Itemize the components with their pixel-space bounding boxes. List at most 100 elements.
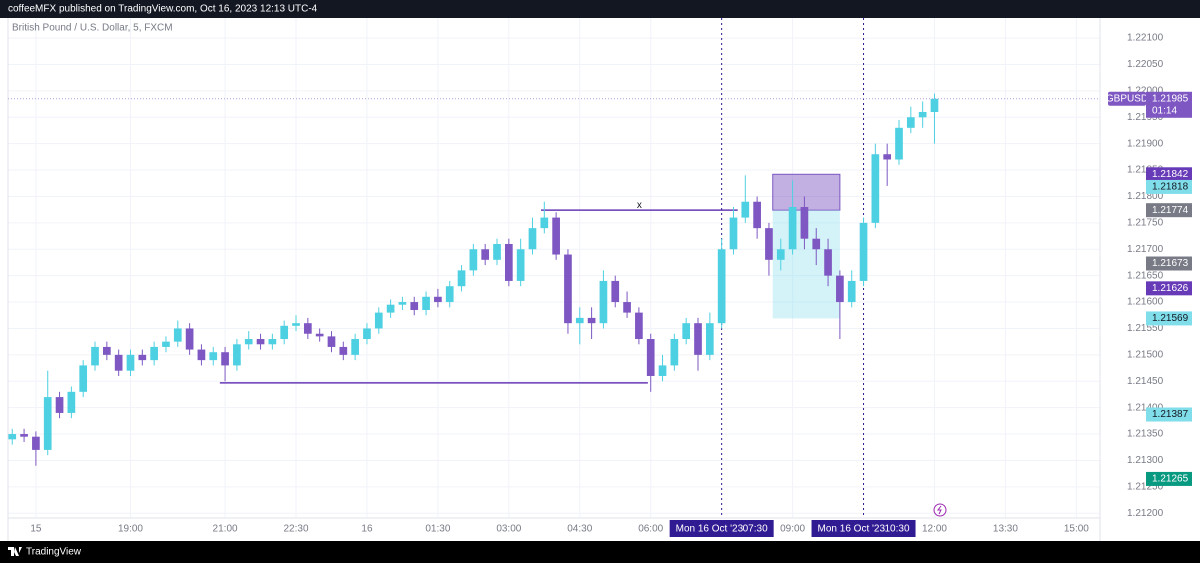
- candle-body: [540, 217, 549, 229]
- candle-body: [20, 434, 28, 437]
- x-tick-label: 01:30: [425, 524, 450, 535]
- price-label-box: [1146, 91, 1192, 118]
- candle-body: [812, 238, 821, 250]
- candle-body: [386, 304, 395, 313]
- candle-body: [32, 436, 40, 450]
- footer-bar: [0, 541, 1200, 563]
- candle-body: [256, 339, 265, 345]
- symbol-box: [1108, 91, 1146, 106]
- candle-body: [788, 207, 797, 250]
- candle-body: [469, 249, 478, 271]
- x-tick-label: 03:00: [496, 524, 521, 535]
- x-tick-label: 06:00: [638, 524, 663, 535]
- x-tick-label: 12:00: [922, 524, 947, 535]
- header-bar: [0, 0, 1200, 18]
- candle-body: [635, 312, 643, 340]
- candle-body: [493, 243, 501, 260]
- y-tick-label: 1.21350: [1127, 429, 1164, 440]
- candle-body: [55, 397, 64, 413]
- candle-body: [197, 349, 206, 361]
- y-tick-label: 1.21650: [1127, 270, 1164, 281]
- y-tick-label: 1.21500: [1127, 349, 1164, 360]
- candle-body: [410, 302, 419, 310]
- candle-body: [587, 317, 596, 324]
- countdown-label: 01:14: [1152, 105, 1177, 116]
- candle-body: [114, 354, 123, 371]
- x-tick-label: 15: [30, 524, 42, 535]
- x-tick-label: 16: [361, 524, 373, 535]
- candle-body: [682, 323, 691, 340]
- candle-body: [552, 217, 560, 255]
- candle-body: [918, 111, 927, 118]
- y-tick-label: 1.21700: [1127, 244, 1164, 255]
- replay-icon[interactable]: [933, 503, 947, 517]
- y-tick-label: 1.21400: [1127, 402, 1164, 413]
- candle-body: [339, 346, 348, 355]
- time-label-time: 07:30: [743, 524, 768, 535]
- price-label: 1.21818: [1152, 182, 1189, 193]
- price-label: 1.21673: [1152, 258, 1189, 269]
- candle-body: [67, 391, 76, 413]
- candle-body: [883, 154, 892, 160]
- price-label-box: [1146, 281, 1192, 296]
- price-label-box: [1146, 311, 1192, 326]
- price-label-box: [1146, 203, 1192, 218]
- time-label-time: 10:30: [885, 524, 910, 535]
- time-label-box: [669, 520, 774, 537]
- candle-body: [599, 280, 608, 324]
- candle-body: [670, 339, 679, 366]
- candle-body: [327, 336, 336, 347]
- candle-body: [516, 249, 525, 281]
- symbol-title: British Pound / U.S. Dollar, 5, FXCM: [12, 23, 173, 34]
- candle-body: [753, 201, 761, 229]
- y-tick-label: 1.21600: [1127, 297, 1164, 308]
- candle-body: [103, 346, 111, 355]
- candle-body: [363, 328, 371, 340]
- x-tick-label: 09:00: [780, 524, 805, 535]
- x-tick-label: 15:00: [1064, 524, 1089, 535]
- candle-body: [623, 302, 631, 313]
- candle-body: [930, 98, 939, 112]
- y-tick-label: 1.22050: [1127, 59, 1164, 70]
- symbol-label: GBPUSD: [1106, 93, 1148, 104]
- y-tick-label: 1.21250: [1127, 481, 1164, 492]
- candle-body: [717, 249, 726, 324]
- price-label-box: [1146, 167, 1192, 182]
- candle-body: [847, 280, 856, 303]
- x-tick-label: 22:30: [283, 524, 308, 535]
- price-label: 1.21265: [1152, 474, 1189, 485]
- x-tick-label: 19:00: [118, 524, 143, 535]
- candle-body: [91, 346, 99, 366]
- candle-body: [800, 207, 809, 239]
- candle-body: [43, 397, 52, 450]
- header-text: coffeeMFX published on TradingView.com, …: [8, 4, 318, 15]
- candle-body: [824, 249, 832, 276]
- candle-body: [445, 286, 454, 303]
- price-label-box: [1146, 407, 1192, 422]
- logo: [8, 547, 22, 556]
- candle-body: [126, 354, 135, 371]
- price-label: 1.21774: [1152, 205, 1189, 216]
- candle-body: [504, 243, 513, 281]
- candle-body: [906, 117, 915, 128]
- candle-body: [268, 339, 277, 345]
- time-label-date: Mon 16 Oct '23: [676, 524, 744, 535]
- candle-body: [705, 323, 714, 355]
- y-tick-label: 1.21850: [1127, 165, 1164, 176]
- candle-body: [481, 249, 490, 260]
- time-label-box: [811, 520, 916, 537]
- candle-body: [351, 339, 359, 355]
- candle-body: [871, 154, 880, 223]
- target-zone: [772, 173, 841, 211]
- candle-body: [221, 352, 229, 366]
- x-tick-label: 13:30: [993, 524, 1018, 535]
- candle-body: [457, 270, 466, 287]
- candle-body: [729, 217, 738, 250]
- candle-body: [303, 323, 312, 334]
- y-tick-label: 1.21200: [1127, 508, 1164, 519]
- candle-body: [374, 312, 383, 329]
- candle-body: [859, 222, 868, 281]
- candle-body: [528, 228, 537, 250]
